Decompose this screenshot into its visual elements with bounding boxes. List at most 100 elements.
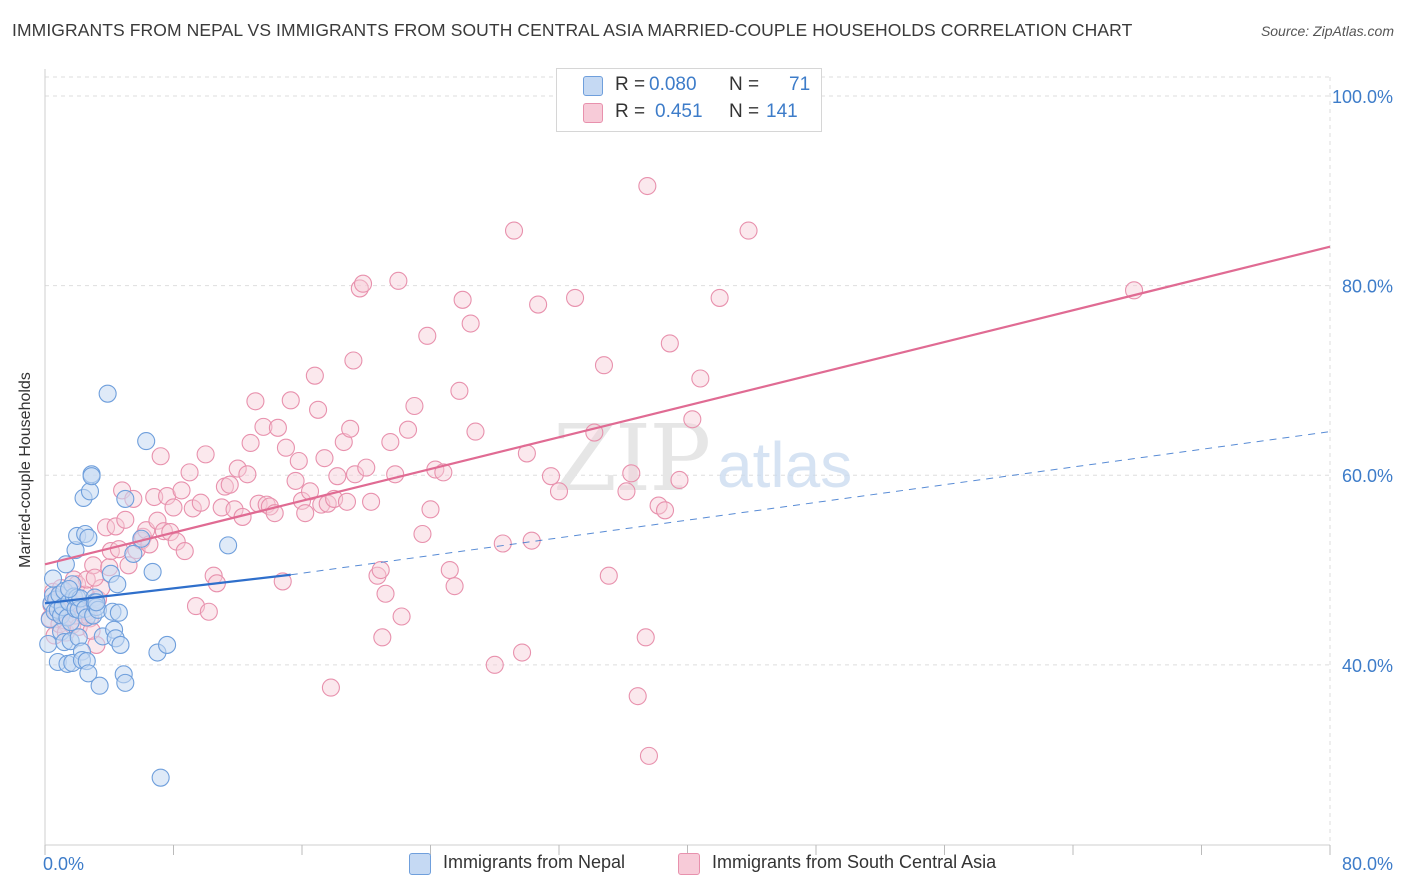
data-point-south-central-asia <box>493 534 512 553</box>
x-tick-label: 80.0% <box>1342 854 1393 874</box>
data-point-south-central-asia <box>337 492 357 511</box>
data-point-south-central-asia <box>594 356 614 375</box>
chart-title: IMMIGRANTS FROM NEPAL VS IMMIGRANTS FROM… <box>12 20 1133 40</box>
data-point-south-central-asia <box>344 351 363 370</box>
data-point-nepal <box>137 432 156 451</box>
data-point-south-central-asia <box>405 396 424 416</box>
data-point-south-central-asia <box>241 433 260 453</box>
bottom-legend-swatch-south-central-asia <box>678 853 700 875</box>
data-point-south-central-asia <box>328 467 347 486</box>
data-point-nepal <box>116 673 135 692</box>
data-point-nepal <box>158 635 177 654</box>
data-point-south-central-asia <box>191 493 210 512</box>
data-point-south-central-asia <box>599 566 618 585</box>
data-point-south-central-asia <box>413 524 432 544</box>
data-point-nepal <box>60 579 79 599</box>
data-point-south-central-asia <box>353 274 373 293</box>
data-point-south-central-asia <box>440 560 459 580</box>
data-point-nepal <box>151 768 170 787</box>
data-point-south-central-asia <box>286 471 305 490</box>
data-point-south-central-asia <box>228 459 247 478</box>
trend-line-south-central-asia <box>44 245 1331 566</box>
bottom-legend-label-nepal: Immigrants from Nepal <box>443 852 626 872</box>
data-point-south-central-asia <box>628 687 647 706</box>
data-point-nepal <box>109 603 128 622</box>
data-point-south-central-asia <box>445 577 464 596</box>
data-point-south-central-asia <box>96 518 116 537</box>
data-point-nepal <box>98 384 117 403</box>
data-point-south-central-asia <box>670 470 689 490</box>
data-point-south-central-asia <box>296 504 315 523</box>
trend-lines <box>44 245 1331 605</box>
data-point-south-central-asia <box>398 420 418 439</box>
data-point-south-central-asia <box>418 326 437 345</box>
data-point-south-central-asia <box>151 447 170 466</box>
legend-r-label: R = <box>615 74 646 95</box>
data-point-south-central-asia <box>148 511 167 530</box>
data-point-south-central-asia <box>357 458 376 477</box>
data-point-south-central-asia <box>453 290 472 309</box>
data-point-south-central-asia <box>85 568 104 587</box>
trend-line-nepal <box>44 573 291 605</box>
data-point-south-central-asia <box>636 628 655 647</box>
data-point-south-central-asia <box>710 288 729 307</box>
data-point-south-central-asia <box>381 432 400 452</box>
bottom-legend-label-south-central-asia: Immigrants from South Central Asia <box>712 852 997 872</box>
data-point-nepal <box>43 569 63 588</box>
data-point-south-central-asia <box>145 487 164 507</box>
data-point-south-central-asia <box>196 445 215 464</box>
data-point-south-central-asia <box>513 643 532 662</box>
data-point-south-central-asia <box>309 400 328 419</box>
data-point-south-central-asia <box>683 410 702 429</box>
legend-r-value-south-central-asia: 0.451 <box>655 101 703 122</box>
y-tick-label: 80.0% <box>1342 277 1393 297</box>
y-tick-label: 40.0% <box>1342 656 1393 676</box>
legend-n-label: N = <box>729 101 760 122</box>
data-point-south-central-asia <box>345 465 365 484</box>
data-point-south-central-asia <box>566 288 585 307</box>
y-tick-label: 60.0% <box>1342 466 1393 486</box>
y-tick-label: 100.0% <box>1332 87 1393 107</box>
legend-swatch-nepal <box>583 76 603 96</box>
data-point-south-central-asia <box>368 566 387 585</box>
data-point-south-central-asia <box>371 560 390 580</box>
data-point-south-central-asia <box>164 498 183 517</box>
data-point-nepal <box>82 467 101 486</box>
data-point-south-central-asia <box>238 465 257 484</box>
data-point-south-central-asia <box>199 602 218 621</box>
data-point-south-central-asia <box>622 464 641 483</box>
data-point-south-central-asia <box>180 463 199 482</box>
data-point-south-central-asia <box>362 492 381 511</box>
data-point-south-central-asia <box>504 221 524 240</box>
data-point-nepal <box>124 544 143 563</box>
tick-labels: 40.0% 60.0% 80.0% 100.0% 0.0% 80.0% <box>43 87 1393 874</box>
data-point-nepal <box>79 664 98 683</box>
legend-swatch-south-central-asia <box>583 103 603 123</box>
data-point-south-central-asia <box>106 517 125 536</box>
data-point-nepal <box>39 634 58 654</box>
data-point-south-central-asia <box>220 475 239 494</box>
data-point-south-central-asia <box>541 467 561 486</box>
data-point-south-central-asia <box>655 501 675 520</box>
data-point-south-central-asia <box>281 391 300 410</box>
x-tick-label: 0.0% <box>43 854 84 874</box>
data-point-south-central-asia <box>638 176 657 196</box>
correlation-legend: R = 0.080 N = 71 R = 0.451 N = 141 <box>556 68 822 132</box>
data-point-south-central-asia <box>691 369 710 388</box>
legend-n-value-south-central-asia: 141 <box>766 101 798 122</box>
data-point-nepal <box>80 482 100 501</box>
data-point-south-central-asia <box>434 463 453 482</box>
data-point-south-central-asia <box>392 607 411 626</box>
data-point-south-central-asia <box>660 334 679 353</box>
data-point-south-central-asia <box>466 422 485 441</box>
data-point-south-central-asia <box>639 746 659 765</box>
data-point-south-central-asia <box>549 482 569 501</box>
data-point-nepal <box>108 575 127 594</box>
source-credit: Source: ZipAtlas.com <box>1260 23 1394 39</box>
legend-r-label: R = <box>615 101 646 122</box>
trend-line-nepal-extrapolated <box>290 431 1331 576</box>
data-point-south-central-asia <box>485 655 504 674</box>
data-point-south-central-asia <box>321 678 340 697</box>
data-point-south-central-asia <box>276 438 295 457</box>
